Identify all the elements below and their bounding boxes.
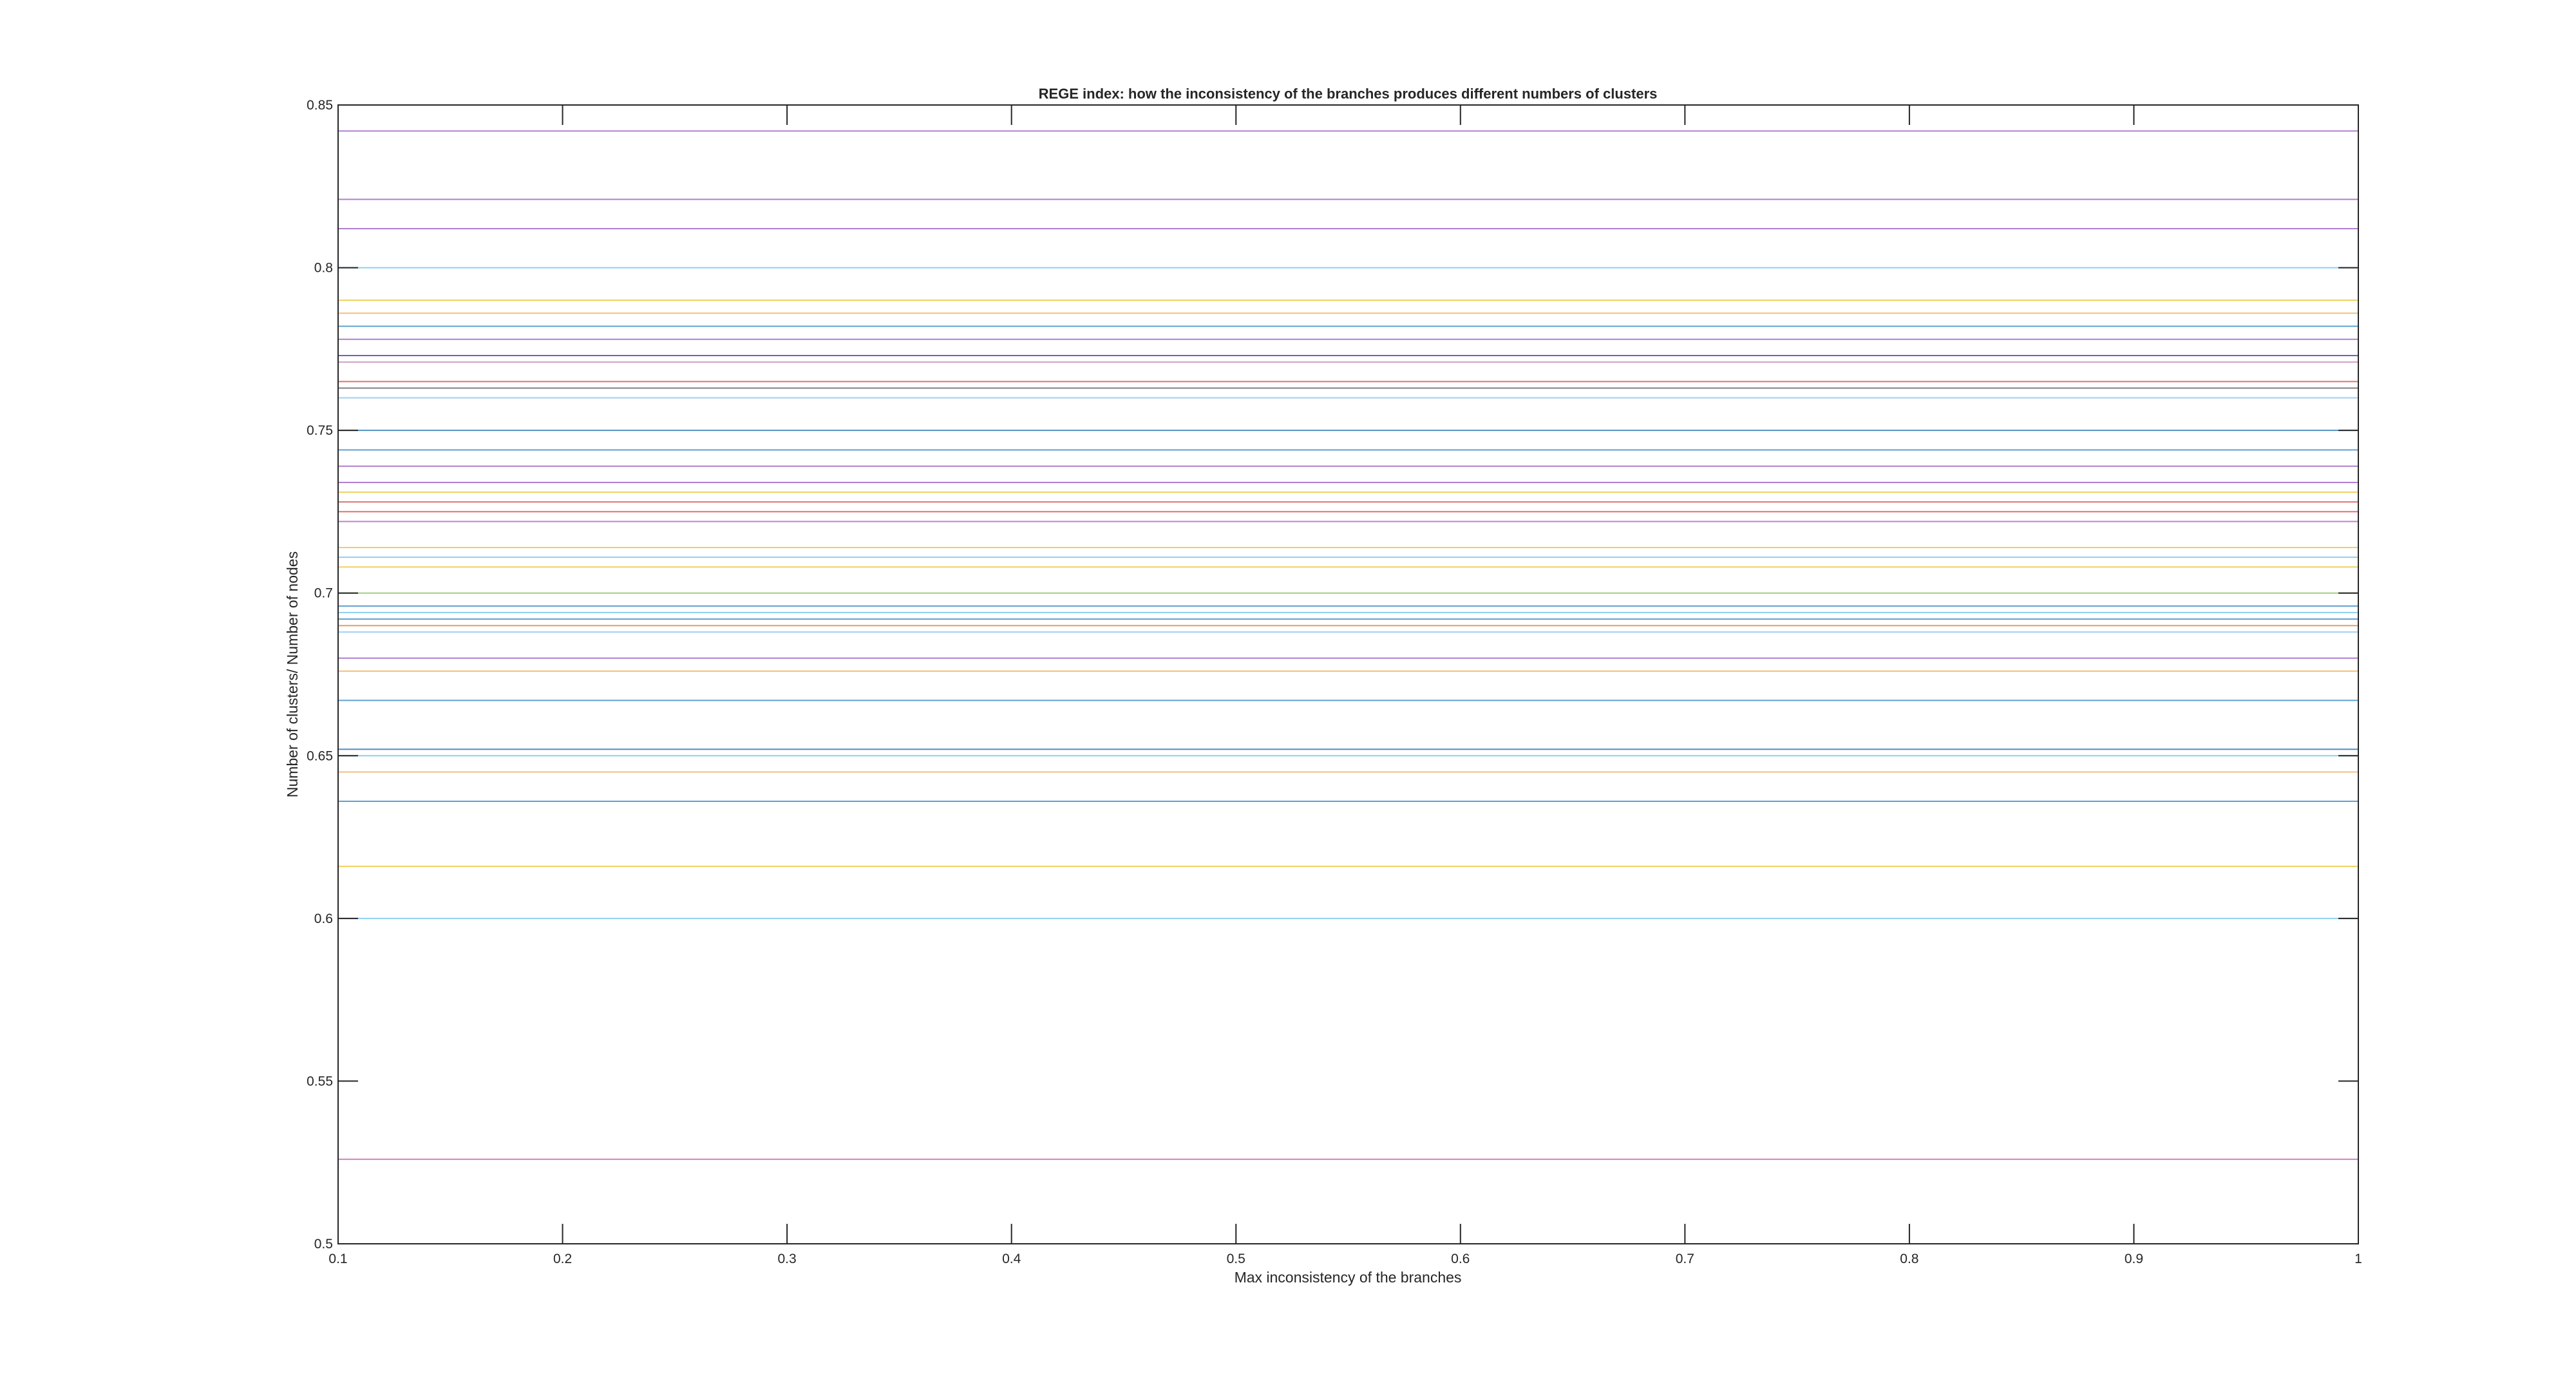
x-tick-label: 0.2: [553, 1252, 572, 1266]
y-tick-label: 0.75: [307, 423, 333, 438]
y-tick-label: 0.6: [314, 911, 333, 926]
x-tick-label: 0.1: [328, 1252, 347, 1266]
y-tick-label: 0.85: [307, 98, 333, 113]
plot-area: [337, 104, 2359, 1244]
x-tick-label: 0.8: [1900, 1252, 1918, 1266]
x-tick-label: 0.7: [1676, 1252, 1694, 1266]
y-axis-label: Number of clusters/ Number of nodes: [284, 551, 301, 797]
axes-box: [337, 104, 2359, 1244]
x-tick-label: 1: [2354, 1252, 2362, 1266]
y-tick-labels: 0.5 0.55 0.6 0.65 0.7 0.75 0.8 0.85: [307, 98, 333, 1252]
x-tick-labels: 0.1 0.2 0.3 0.4 0.5 0.6 0.7 0.8 0.9 1: [328, 1252, 2362, 1266]
plot-background: [338, 105, 2358, 1244]
y-tick-label: 0.65: [307, 748, 333, 763]
y-tick-label: 0.5: [314, 1237, 333, 1252]
x-tick-label: 0.6: [1451, 1252, 1470, 1266]
x-axis-label: Max inconsistency of the branches: [1235, 1269, 1462, 1286]
y-tick-label: 0.8: [314, 261, 333, 276]
x-tick-label: 0.5: [1227, 1252, 1245, 1266]
series-lines: [338, 130, 2358, 1160]
chart-title: REGE index: how the inconsistency of the…: [1039, 86, 1658, 102]
y-tick-label: 0.7: [314, 586, 333, 601]
x-tick-label: 0.9: [2125, 1252, 2143, 1266]
x-tick-label: 0.3: [778, 1252, 797, 1266]
x-tick-label: 0.4: [1002, 1252, 1021, 1266]
y-tick-label: 0.55: [307, 1074, 333, 1089]
